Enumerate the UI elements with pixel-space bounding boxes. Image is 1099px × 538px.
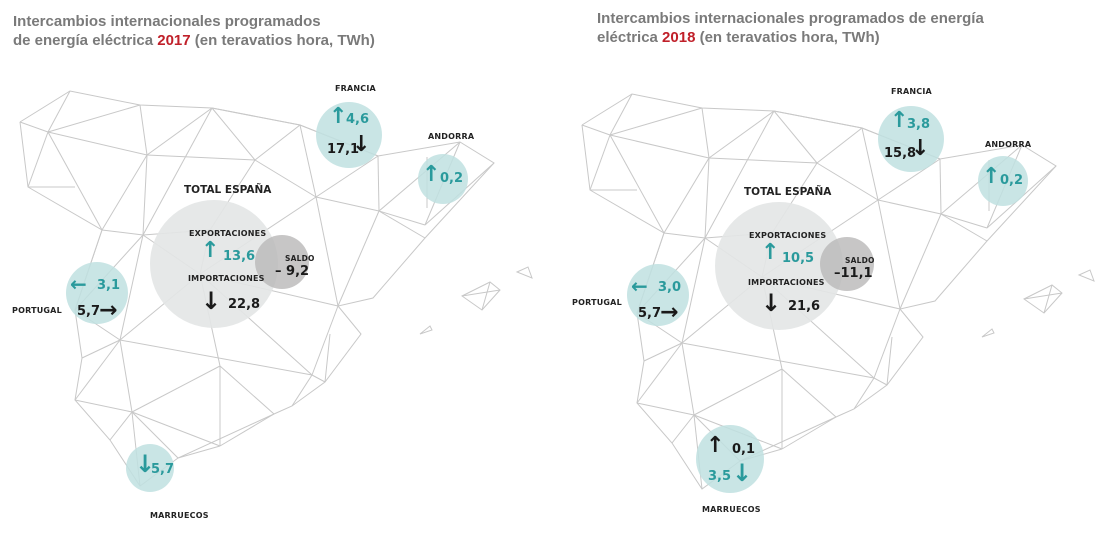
francia-exports-value: 4,6 [346,112,370,127]
marruecos-circle [696,425,764,493]
title-line-1: Intercambios internacionales programados [13,13,321,30]
marruecos-circle [126,444,174,492]
saldo-circle [820,237,874,291]
export-arrow-left-icon: ← [70,272,87,296]
import-arrow-down-icon: ↓ [201,287,222,315]
title-year: 2017 [157,32,191,49]
import-arrow-down-icon: ↓ [352,132,371,157]
francia-label: FRANCIA [335,84,376,93]
title-line-2-post: (en teravatios hora, TWh) [695,29,880,46]
andorra-circle [418,154,468,204]
andorra-label: ANDORRA [985,140,1032,149]
export-arrow-up-icon: ↑ [761,240,780,265]
saldo-circle [255,235,309,289]
importaciones-label: IMPORTACIONES [748,278,825,287]
map-panel-2018: Intercambios internacionales programados… [560,0,1099,538]
importaciones-value: 22,8 [228,297,261,312]
saldo-label: SALDO [845,256,875,265]
andorra-label: ANDORRA [428,132,475,141]
andorra-circle [978,156,1028,206]
saldo-label: SALDO [285,254,315,263]
portugal-imports-value: 5,7 [638,306,662,321]
map-title-2017: Intercambios internacionales programados… [13,12,375,50]
export-arrow-up-icon: ↑ [329,104,348,129]
import-arrow-down-icon: ↓ [761,289,782,317]
importaciones-value: 21,6 [788,299,821,314]
export-arrow-up-icon: ↑ [890,108,909,133]
map-title-2018: Intercambios internacionales programados… [597,9,984,47]
marruecos-imports-value: 0,1 [732,442,756,457]
marruecos-exports-value: 3,5 [708,469,732,484]
portugal-exports-value: 3,1 [97,278,121,293]
import-arrow-down-icon: ↓ [911,136,930,161]
export-arrow-up-icon: ↑ [201,238,220,263]
francia-imports-value: 15,8 [884,146,917,161]
importaciones-label: IMPORTACIONES [188,274,265,283]
portugal-label: PORTUGAL [572,298,622,307]
portugal-label: PORTUGAL [12,306,62,315]
exportaciones-label: EXPORTACIONES [749,231,827,240]
title-line-2-post: (en teravatios hora, TWh) [190,32,375,49]
francia-circle [878,106,944,172]
export-arrow-down-icon: ↓ [135,450,156,478]
import-arrow-right-icon: → [660,300,679,325]
marruecos-exports-value: 5,7 [151,462,175,477]
francia-circle [316,102,382,168]
francia-exports-value: 3,8 [907,117,931,132]
export-arrow-up-icon: ↑ [422,162,441,187]
title-line-2-pre: de energía eléctrica [13,32,158,49]
saldo-value: –11,1 [834,266,873,281]
exportaciones-label: EXPORTACIONES [189,229,267,238]
portugal-circle [627,264,689,326]
title-year: 2018 [662,29,696,46]
saldo-value: – 9,2 [275,264,310,279]
andorra-exports-value: 0,2 [440,171,464,186]
title-line-2-pre: eléctrica [597,29,663,46]
total-espana-label: TOTAL ESPAÑA [744,186,832,198]
portugal-imports-value: 5,7 [77,304,101,319]
andorra-exports-value: 0,2 [1000,173,1024,188]
import-arrow-up-icon: ↑ [706,433,725,458]
export-arrow-left-icon: ← [631,274,648,298]
total-espana-label: TOTAL ESPAÑA [184,184,272,196]
exportaciones-value: 13,6 [223,249,256,264]
portugal-exports-value: 3,0 [658,280,682,295]
francia-label: FRANCIA [891,87,932,96]
import-arrow-right-icon: → [99,298,118,323]
francia-imports-value: 17,1 [327,142,360,157]
title-line-1: Intercambios internacionales programados… [597,10,984,27]
portugal-circle [66,262,128,324]
export-arrow-up-icon: ↑ [982,164,1001,189]
map-panel-2017: Intercambios internacionales programados… [12,12,533,520]
marruecos-label: MARRUECOS [702,505,761,514]
export-arrow-down-icon: ↓ [732,459,753,487]
marruecos-label: MARRUECOS [150,511,209,520]
exportaciones-value: 10,5 [782,251,815,266]
